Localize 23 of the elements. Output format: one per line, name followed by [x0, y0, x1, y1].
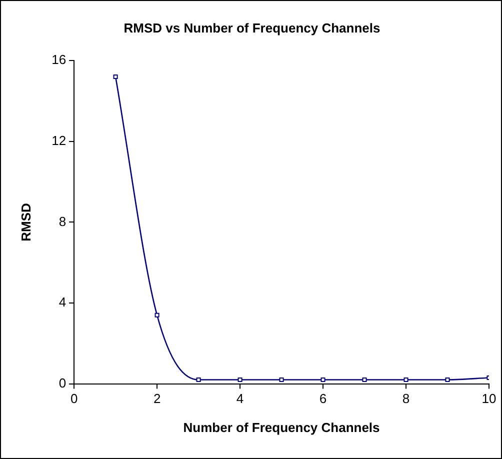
y-tick-label: 16	[52, 52, 66, 68]
point	[113, 74, 118, 80]
x-tick-label: 6	[319, 391, 327, 406]
point	[320, 377, 326, 382]
point	[445, 377, 450, 382]
x-tick-label: 4	[236, 391, 244, 406]
point	[404, 377, 408, 382]
point	[279, 377, 284, 382]
y-tick-label: 8	[58, 214, 66, 229]
y-axis-title: RMSD	[18, 203, 34, 242]
y-tick-label: 4	[58, 294, 66, 310]
point	[238, 377, 242, 382]
point	[154, 312, 160, 318]
x-tick-label: 2	[153, 391, 161, 406]
x-tick-label: 0	[70, 391, 78, 406]
x-tick-label: 8	[402, 391, 410, 406]
y-tick-label: 0	[58, 375, 66, 390]
x-axis-title: Number of Frequency Channels	[183, 420, 380, 435]
point	[362, 377, 367, 382]
y-tick-label: 12	[52, 132, 66, 148]
x-tick-label: 10	[482, 391, 496, 406]
point	[196, 377, 201, 382]
chart-title: RMSD vs Number of Frequency Channels	[124, 20, 380, 36]
